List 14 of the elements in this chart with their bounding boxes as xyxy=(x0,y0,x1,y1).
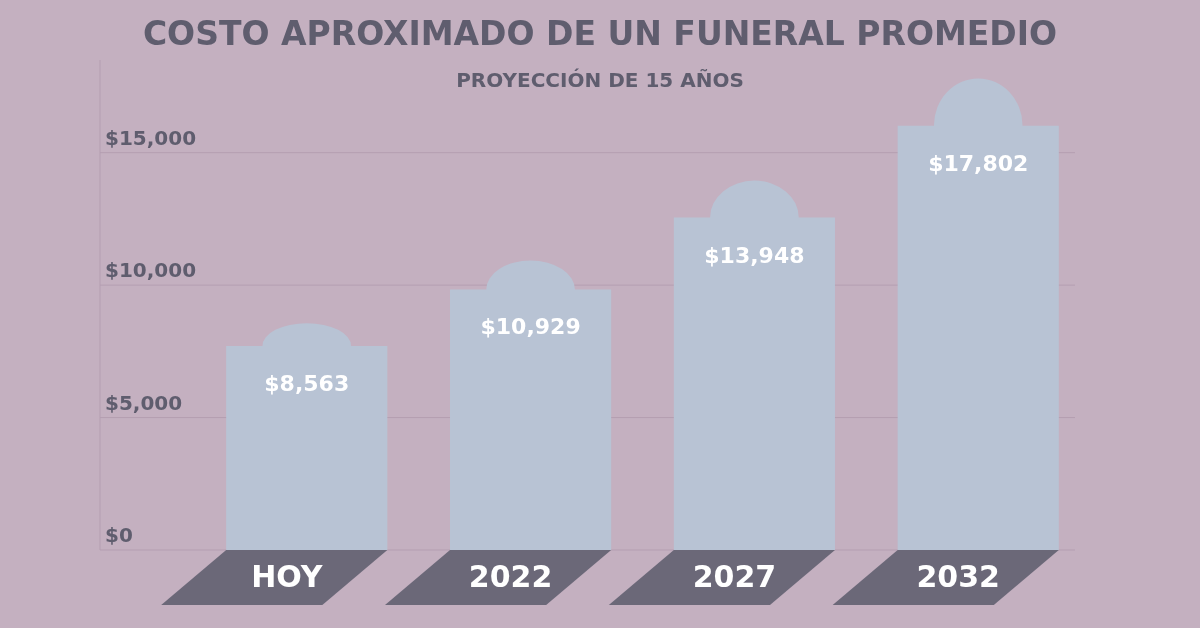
data-label: $10,929 xyxy=(480,314,581,340)
x-tick-label: 2027 xyxy=(692,559,777,594)
y-tick-label: $5,000 xyxy=(105,390,183,415)
data-label: $13,948 xyxy=(704,242,805,268)
chart-title: COSTO APROXIMADO DE UN FUNERAL PROMEDIO xyxy=(142,14,1058,53)
x-tick-label: 2032 xyxy=(916,559,1000,594)
data-label: $17,802 xyxy=(928,150,1029,176)
x-tick-label: HOY xyxy=(251,559,324,594)
y-tick-label: $10,000 xyxy=(105,258,197,283)
y-tick-label: $15,000 xyxy=(105,125,197,150)
x-tick-label: 2022 xyxy=(468,559,553,594)
text: PROYECCIÓN DE 15 AÑOS xyxy=(456,68,744,92)
data-label: $8,563 xyxy=(264,370,350,396)
y-tick-label: $0 xyxy=(105,523,133,547)
